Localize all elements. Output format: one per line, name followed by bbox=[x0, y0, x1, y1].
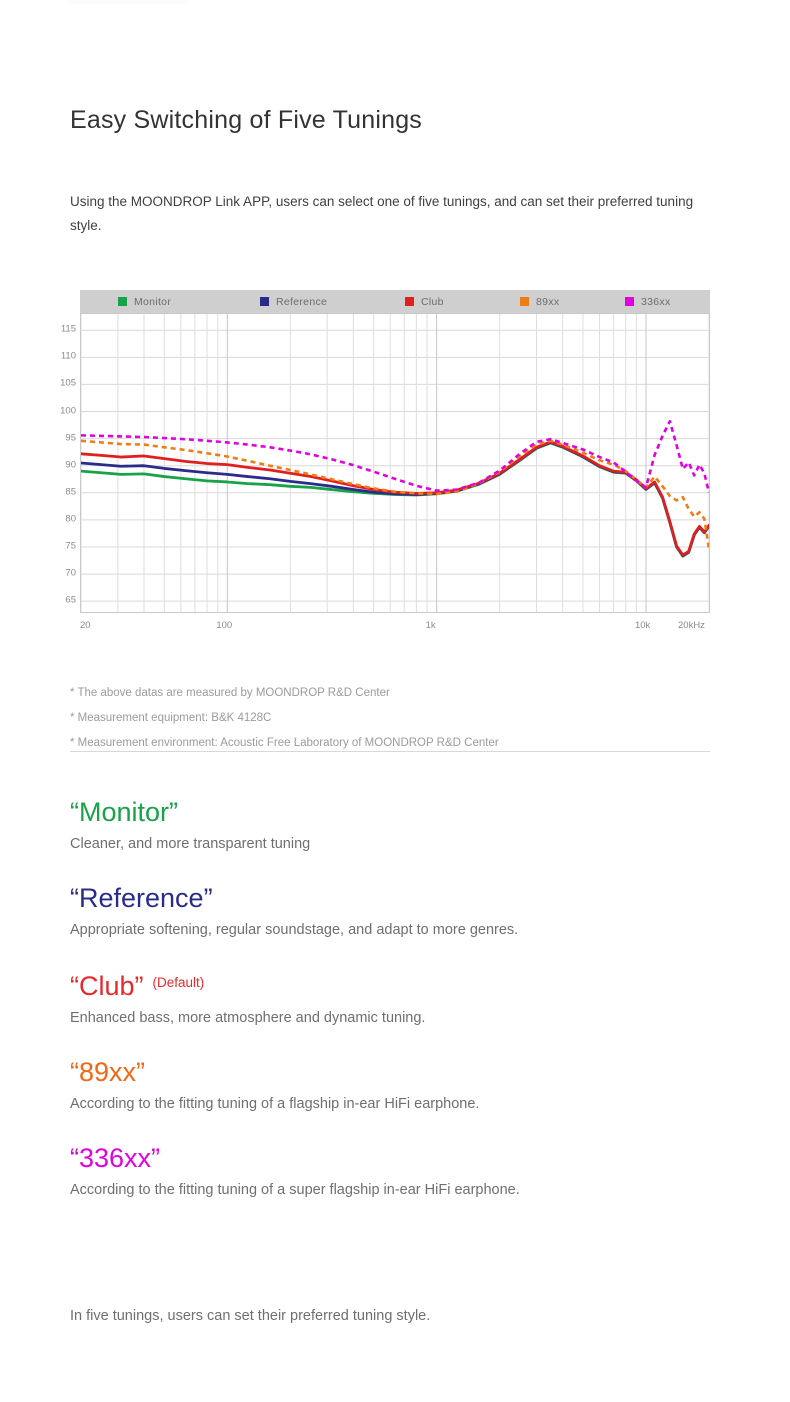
x-tick-label: 100 bbox=[216, 620, 233, 631]
y-tick-label: 70 bbox=[65, 567, 76, 579]
tuning-block: “Reference” Appropriate softening, regula… bbox=[70, 881, 730, 943]
chart-svg bbox=[81, 314, 709, 612]
tuning-default-tag: (Default) bbox=[152, 975, 205, 990]
tuning-name: “Club” bbox=[70, 971, 144, 1001]
series-line-club bbox=[81, 440, 709, 557]
tuning-description: Appropriate softening, regular soundstag… bbox=[70, 922, 519, 938]
legend-label: Club bbox=[421, 295, 444, 308]
tuning-description: Enhanced bass, more atmosphere and dynam… bbox=[70, 1010, 426, 1026]
legend-label: 336xx bbox=[641, 295, 671, 308]
legend-label: Monitor bbox=[134, 295, 172, 308]
y-tick-label: 90 bbox=[65, 459, 76, 471]
legend-item-monitor: Monitor bbox=[118, 296, 171, 308]
legend-label: 89xx bbox=[536, 295, 560, 308]
closing-paragraph: In five tunings, users can set their pre… bbox=[70, 1308, 431, 1324]
tuning-heading: “Monitor” bbox=[70, 795, 730, 829]
tuning-block: “89xx” According to the fitting tuning of… bbox=[70, 1055, 730, 1117]
y-axis-labels: 115 110 105 100 95 90 85 80 75 70 65 bbox=[42, 313, 76, 613]
legend-label: Reference bbox=[276, 295, 328, 308]
tuning-description: Cleaner, and more transparent tuning bbox=[70, 836, 311, 852]
legend-swatch-icon bbox=[625, 297, 634, 306]
legend-item-reference: Reference bbox=[260, 296, 327, 308]
tuning-description: According to the fitting tuning of a sup… bbox=[70, 1182, 520, 1198]
tuning-name: “89xx” bbox=[70, 1057, 146, 1087]
tuning-heading: “Reference” bbox=[70, 881, 730, 915]
y-tick-label: 110 bbox=[60, 350, 76, 362]
tuning-heading: “336xx” bbox=[70, 1141, 730, 1175]
x-tick-label: 20kHz bbox=[678, 620, 705, 631]
tuning-description: According to the fitting tuning of a fla… bbox=[70, 1096, 480, 1112]
series-line-336xx bbox=[81, 419, 709, 494]
y-tick-label: 85 bbox=[65, 486, 76, 498]
x-tick-label: 20 bbox=[80, 620, 91, 631]
y-tick-label: 80 bbox=[65, 513, 76, 525]
x-tick-label: 10k bbox=[634, 620, 651, 631]
measurement-note: * The above datas are measured by MOONDR… bbox=[70, 687, 390, 699]
chart-legend: Monitor Reference Club 89xx 336xx bbox=[80, 290, 710, 313]
chart-plot-area bbox=[80, 313, 710, 613]
measurement-note: * Measurement environment: Acoustic Free… bbox=[70, 737, 499, 749]
y-tick-label: 65 bbox=[65, 594, 76, 606]
tuning-block: “336xx” According to the fitting tuning o… bbox=[70, 1141, 730, 1203]
measurement-note: * Measurement equipment: B&K 4128C bbox=[70, 712, 272, 724]
tuning-name: “Reference” bbox=[70, 883, 213, 913]
legend-item-89xx: 89xx bbox=[520, 296, 559, 308]
legend-swatch-icon bbox=[405, 297, 414, 306]
tuning-block: “Monitor” Cleaner, and more transparent t… bbox=[70, 795, 730, 857]
frequency-response-chart: Monitor Reference Club 89xx 336xx 115 110 105 1… bbox=[60, 290, 710, 645]
notes-divider bbox=[70, 751, 710, 752]
y-tick-label: 75 bbox=[65, 540, 76, 552]
tuning-block: “Club” (Default) Enhanced bass, more atmos… bbox=[70, 969, 730, 1031]
y-tick-label: 95 bbox=[65, 432, 76, 444]
legend-swatch-icon bbox=[260, 297, 269, 306]
tuning-heading: “Club” (Default) bbox=[70, 969, 730, 1003]
top-cutoff-sliver bbox=[70, 0, 188, 4]
tuning-heading: “89xx” bbox=[70, 1055, 730, 1089]
intro-paragraph: Using the MOONDROP Link APP, users can s… bbox=[70, 194, 694, 233]
legend-swatch-icon bbox=[520, 297, 529, 306]
y-tick-label: 115 bbox=[60, 323, 76, 335]
x-axis-labels: 20 100 1k 10k 20kHz bbox=[80, 620, 710, 636]
legend-item-336xx: 336xx bbox=[625, 296, 671, 308]
measurement-notes: * The above datas are measured by MOONDR… bbox=[70, 681, 710, 756]
tuning-name: “336xx” bbox=[70, 1143, 161, 1173]
legend-item-club: Club bbox=[405, 296, 444, 308]
page-title: Easy Switching of Five Tunings bbox=[70, 106, 422, 134]
legend-swatch-icon bbox=[118, 297, 127, 306]
y-tick-label: 105 bbox=[60, 377, 76, 389]
tuning-list: “Monitor” Cleaner, and more transparent t… bbox=[70, 795, 730, 1203]
x-tick-label: 1k bbox=[425, 620, 436, 631]
tuning-name: “Monitor” bbox=[70, 797, 179, 827]
y-tick-label: 100 bbox=[60, 405, 76, 417]
